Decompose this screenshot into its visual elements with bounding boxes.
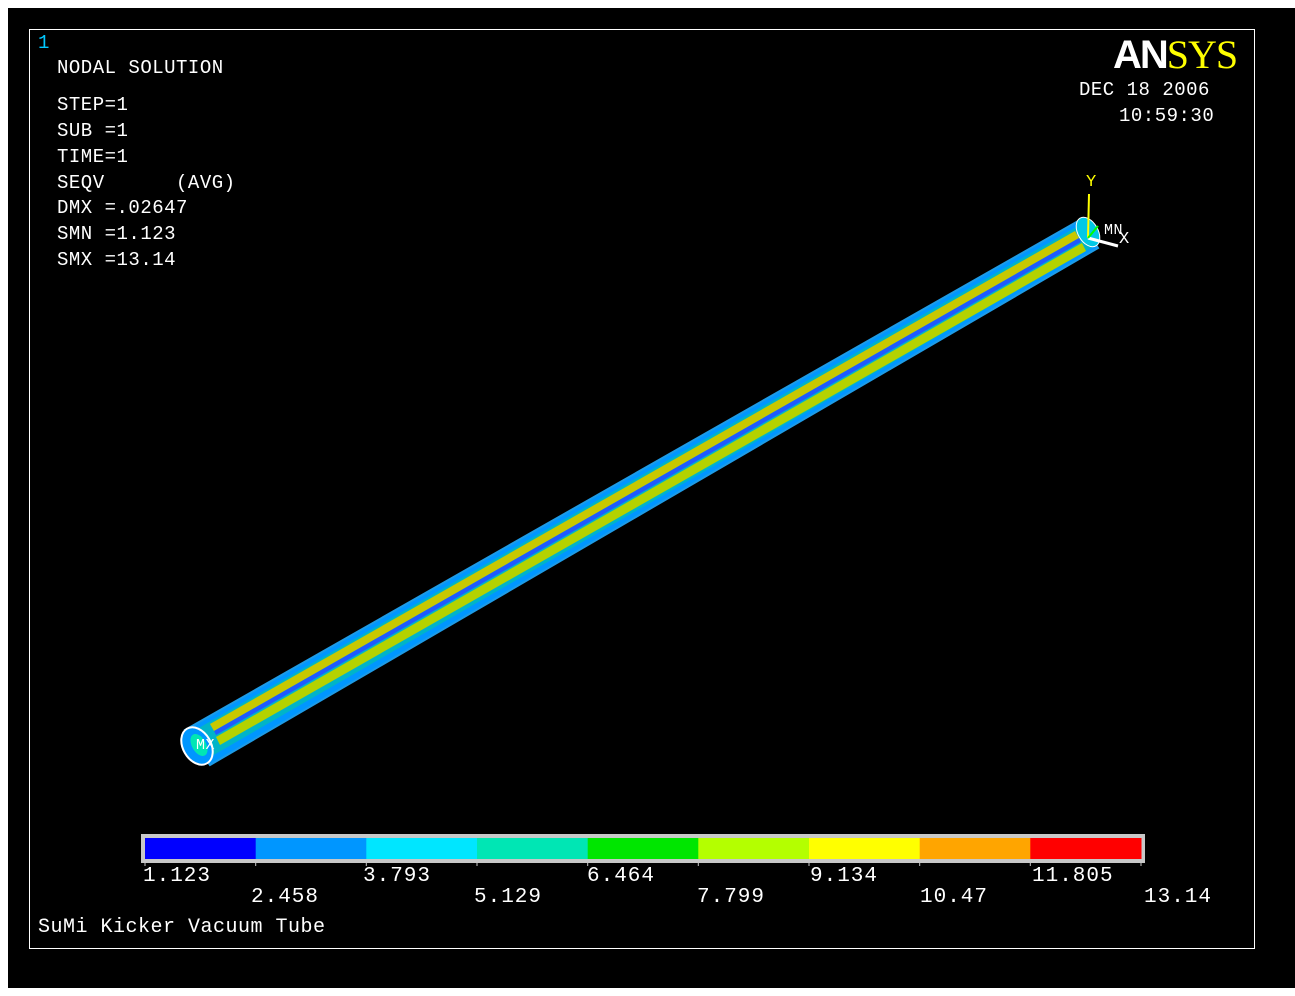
axis-triad [1087,193,1119,248]
triad-x-axis [1087,236,1119,248]
mn-marker: MN [1104,222,1124,239]
legend-label-5: 6.464 [587,865,656,888]
legend-label-1: 1.123 [143,865,212,888]
logo-part-an: AN [1113,33,1169,77]
legend-label-10: 13.14 [1144,886,1213,909]
legend-swatch [919,838,1031,859]
tube-lower-stripe [216,243,1086,745]
window-number: 1 [38,32,50,54]
time-line: TIME=1 [57,146,129,168]
legend-label-9: 11.805 [1032,865,1114,888]
step-line: STEP=1 [57,94,129,116]
legend-swatch [255,838,367,859]
legend-swatch [477,838,589,859]
legend-label-4: 5.129 [474,886,543,909]
triad-x-label: X [1119,230,1130,249]
ansys-logo: ANSYS [1113,31,1238,78]
legend-label-7: 9.134 [810,865,879,888]
legend-swatch [366,838,478,859]
sub-line: SUB =1 [57,120,129,142]
legend-swatch [1030,838,1142,859]
vacuum-tube [180,216,1101,767]
plot-frame [29,29,1255,949]
tube-end-cap-inner [190,734,208,756]
tube-center-line [214,238,1081,735]
seqv-line: SEQV (AVG) [57,172,236,194]
tube-upper-stripe [210,231,1079,731]
plot-caption: SuMi Kicker Vacuum Tube [38,916,326,939]
triad-y-axis [1087,193,1090,239]
solution-title: NODAL SOLUTION [57,57,224,79]
smn-line: SMN =1.123 [57,223,177,245]
legend-label-8: 10.47 [920,886,989,909]
legend-label-6: 7.799 [697,886,766,909]
legend-ticks [144,859,1142,866]
plot-date: DEC 18 2006 [1079,79,1210,101]
logo-part-sys: SYS [1166,32,1238,77]
legend-swatch [145,838,257,859]
legend-swatch [698,838,810,859]
legend-label-2: 2.458 [251,886,320,909]
triad-z-axis [1087,225,1099,239]
triad-y-label: Y [1086,173,1097,192]
dmx-line: DMX =.02647 [57,197,188,219]
mx-marker: MX [196,737,216,754]
smx-line: SMX =13.14 [57,249,177,271]
plot-time: 10:59:30 [1119,105,1215,127]
legend-swatch [587,838,699,859]
legend-swatch [809,838,921,859]
legend-swatches [145,838,1142,859]
legend-label-3: 3.793 [363,865,432,888]
